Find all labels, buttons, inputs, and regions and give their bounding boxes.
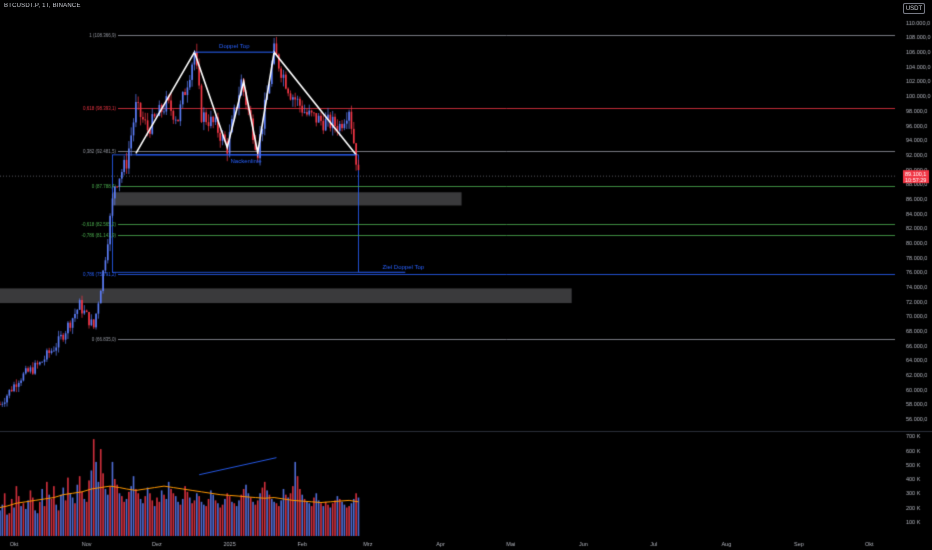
symbol-title[interactable]: BTCUSDT.P, 1T, BINANCE	[4, 3, 81, 9]
currency-button[interactable]: USDT	[903, 3, 925, 14]
